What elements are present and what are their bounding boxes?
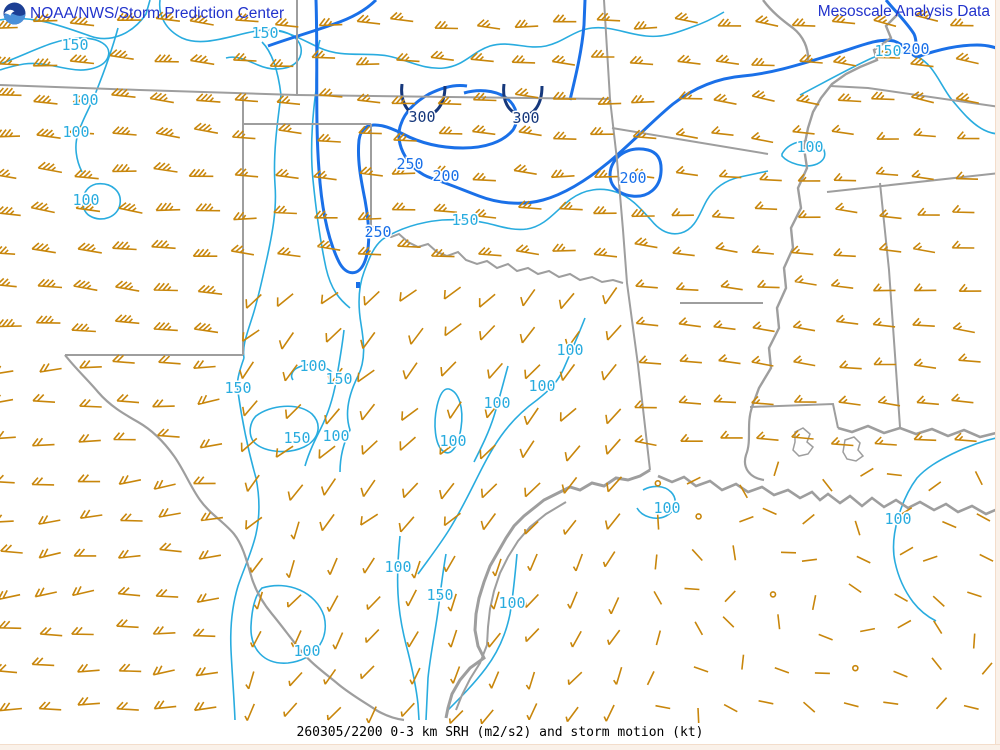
- contour-label-100: 100: [528, 377, 555, 395]
- contour-label-100: 100: [556, 341, 583, 359]
- contour-label-100: 100: [299, 357, 326, 375]
- page-title: NOAA/NWS/Storm Prediction Center: [30, 4, 285, 22]
- contour-label-100: 100: [884, 510, 911, 528]
- contour-label-300: 300: [408, 108, 435, 126]
- contour-label-300: 300: [512, 109, 539, 127]
- contour-label-100: 100: [322, 427, 349, 445]
- wind-barbs-layer: [0, 9, 994, 725]
- srh-contours-cyan: [0, 0, 1000, 721]
- contour-label-150: 150: [251, 24, 278, 42]
- contour-label-100: 100: [439, 432, 466, 450]
- contour-label-150: 150: [283, 429, 310, 447]
- contour-label-100: 100: [653, 499, 680, 517]
- contour-label-100: 100: [796, 138, 823, 156]
- state-borders: [0, 0, 1000, 722]
- contour-label-150: 150: [224, 379, 251, 397]
- contour-label-100: 100: [71, 91, 98, 109]
- contour-label-250: 250: [396, 155, 423, 173]
- contour-label-250: 250: [364, 223, 391, 241]
- noaa-logo-icon: [3, 2, 26, 25]
- contour-label-150: 150: [426, 586, 453, 604]
- contour-label-150: 150: [325, 370, 352, 388]
- contour-label-100: 100: [72, 191, 99, 209]
- contour-label-200: 200: [902, 40, 929, 58]
- header-right-title: Mesoscale Analysis Data: [817, 3, 990, 20]
- map-caption: 260305/2200 0-3 km SRH (m2/s2) and storm…: [296, 725, 704, 740]
- contour-label-150: 150: [61, 36, 88, 54]
- header-left: NOAA/NWS/Storm Prediction Center: [3, 2, 284, 25]
- contour-label-100: 100: [384, 558, 411, 576]
- contour-label-200: 200: [432, 167, 459, 185]
- calm-wind-icon: [695, 513, 702, 520]
- bottom-edge-strip: [0, 744, 1000, 750]
- contour-label-150: 150: [874, 42, 901, 60]
- contour-label-100: 100: [62, 123, 89, 141]
- contour-label-100: 100: [483, 394, 510, 412]
- contour-label-150: 150: [451, 211, 478, 229]
- right-edge-strip: [995, 0, 1000, 750]
- contour-label-200: 200: [619, 169, 646, 187]
- wind-barbs: [0, 9, 994, 725]
- calm-wind-icon: [852, 664, 859, 672]
- contour-label-100: 100: [498, 594, 525, 612]
- contour-label-100: 100: [293, 642, 320, 660]
- calm-wind-icon: [769, 591, 777, 598]
- calm-wind-icon: [654, 480, 662, 487]
